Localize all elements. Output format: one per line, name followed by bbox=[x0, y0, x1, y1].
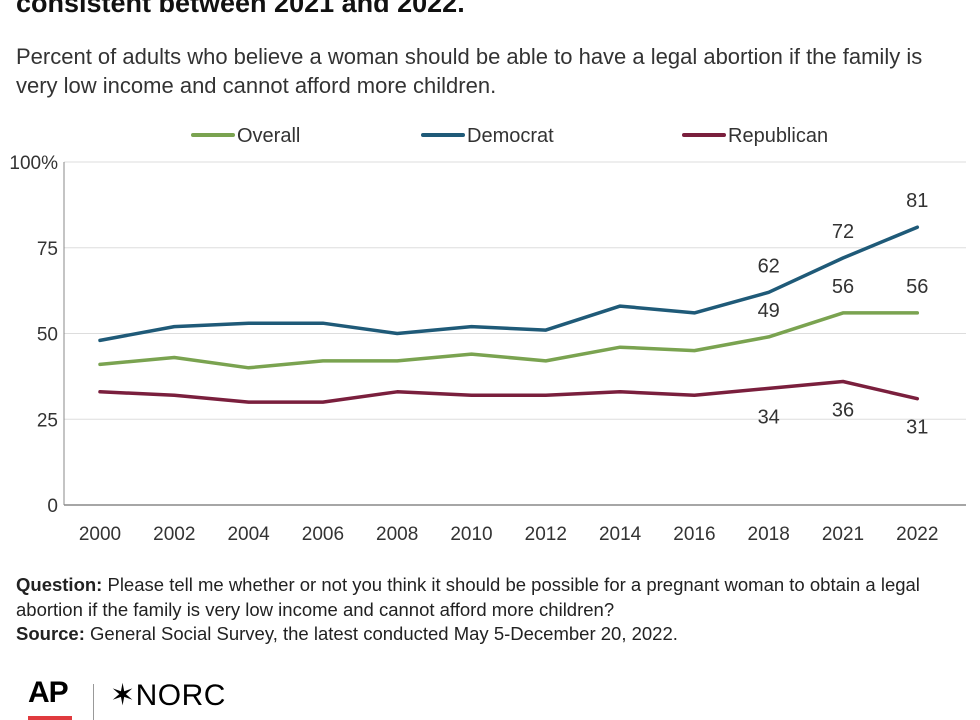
question-label: Question: bbox=[16, 574, 103, 595]
data-labels: 49 56 56 62 72 81 34 36 31 bbox=[758, 190, 929, 439]
data-label: 56 bbox=[906, 276, 928, 298]
norc-logo: ✶NORC bbox=[110, 679, 226, 712]
question-note: Question: Please tell me whether or not … bbox=[16, 573, 966, 622]
data-label: 62 bbox=[758, 255, 780, 277]
legend-label-democrat: Democrat bbox=[467, 125, 554, 147]
question-text: Please tell me whether or not you think … bbox=[16, 574, 920, 620]
chart-legend: Overall Democrat Republican bbox=[191, 125, 828, 147]
y-tick-label: 50 bbox=[37, 325, 58, 346]
x-tick-label: 2006 bbox=[302, 524, 344, 545]
x-tick-label: 2010 bbox=[450, 524, 492, 545]
x-tick-label: 2002 bbox=[153, 524, 195, 545]
y-tick-label: 25 bbox=[37, 410, 58, 431]
y-tick-label: 0 bbox=[47, 496, 58, 517]
y-tick-label: 75 bbox=[37, 239, 58, 260]
chart-subtitle: Percent of adults who believe a woman sh… bbox=[16, 44, 923, 98]
logo-divider bbox=[93, 684, 94, 720]
chart-grid bbox=[63, 161, 966, 506]
x-tick-label: 2022 bbox=[896, 524, 938, 545]
data-label: 72 bbox=[832, 221, 854, 243]
ap-logo: AP bbox=[28, 676, 69, 709]
source-note: Source: General Social Survey, the lates… bbox=[16, 622, 966, 647]
data-label: 36 bbox=[832, 400, 854, 422]
line-chart: Overall Democrat Republican 0 25 50 75 100% 20… bbox=[9, 125, 966, 545]
y-tick-label: 100% bbox=[9, 153, 58, 174]
x-tick-label: 2014 bbox=[599, 524, 642, 545]
x-tick-label: 2016 bbox=[673, 524, 715, 545]
x-tick-label: 2004 bbox=[227, 524, 270, 545]
data-label: 49 bbox=[758, 300, 780, 322]
x-tick-label: 2000 bbox=[79, 524, 121, 545]
source-label: Source: bbox=[16, 623, 85, 644]
series-line-overall bbox=[98, 311, 920, 370]
legend-label-overall: Overall bbox=[237, 125, 300, 147]
ap-logo-bar bbox=[28, 716, 72, 720]
data-label: 56 bbox=[832, 276, 854, 298]
x-axis: 2000 2002 2004 2006 2008 2010 2012 2014 2016 2018… bbox=[79, 524, 939, 545]
chart-title: consistent between 2021 and 2022. bbox=[16, 0, 465, 18]
x-tick-label: 2021 bbox=[822, 524, 864, 545]
series-line-republican bbox=[98, 379, 920, 404]
data-label: 81 bbox=[906, 190, 928, 212]
series-line-democrat bbox=[98, 225, 920, 343]
chart-footer: Question: Please tell me whether or not … bbox=[16, 573, 966, 647]
source-text: General Social Survey, the latest conduc… bbox=[84, 623, 678, 644]
x-tick-label: 2018 bbox=[748, 524, 790, 545]
y-axis: 0 25 50 75 100% bbox=[9, 153, 58, 517]
chart-series bbox=[98, 225, 920, 404]
x-tick-label: 2008 bbox=[376, 524, 418, 545]
data-label: 34 bbox=[758, 406, 780, 428]
data-label: 31 bbox=[906, 417, 928, 439]
x-tick-label: 2012 bbox=[525, 524, 567, 545]
legend-label-republican: Republican bbox=[728, 125, 828, 147]
